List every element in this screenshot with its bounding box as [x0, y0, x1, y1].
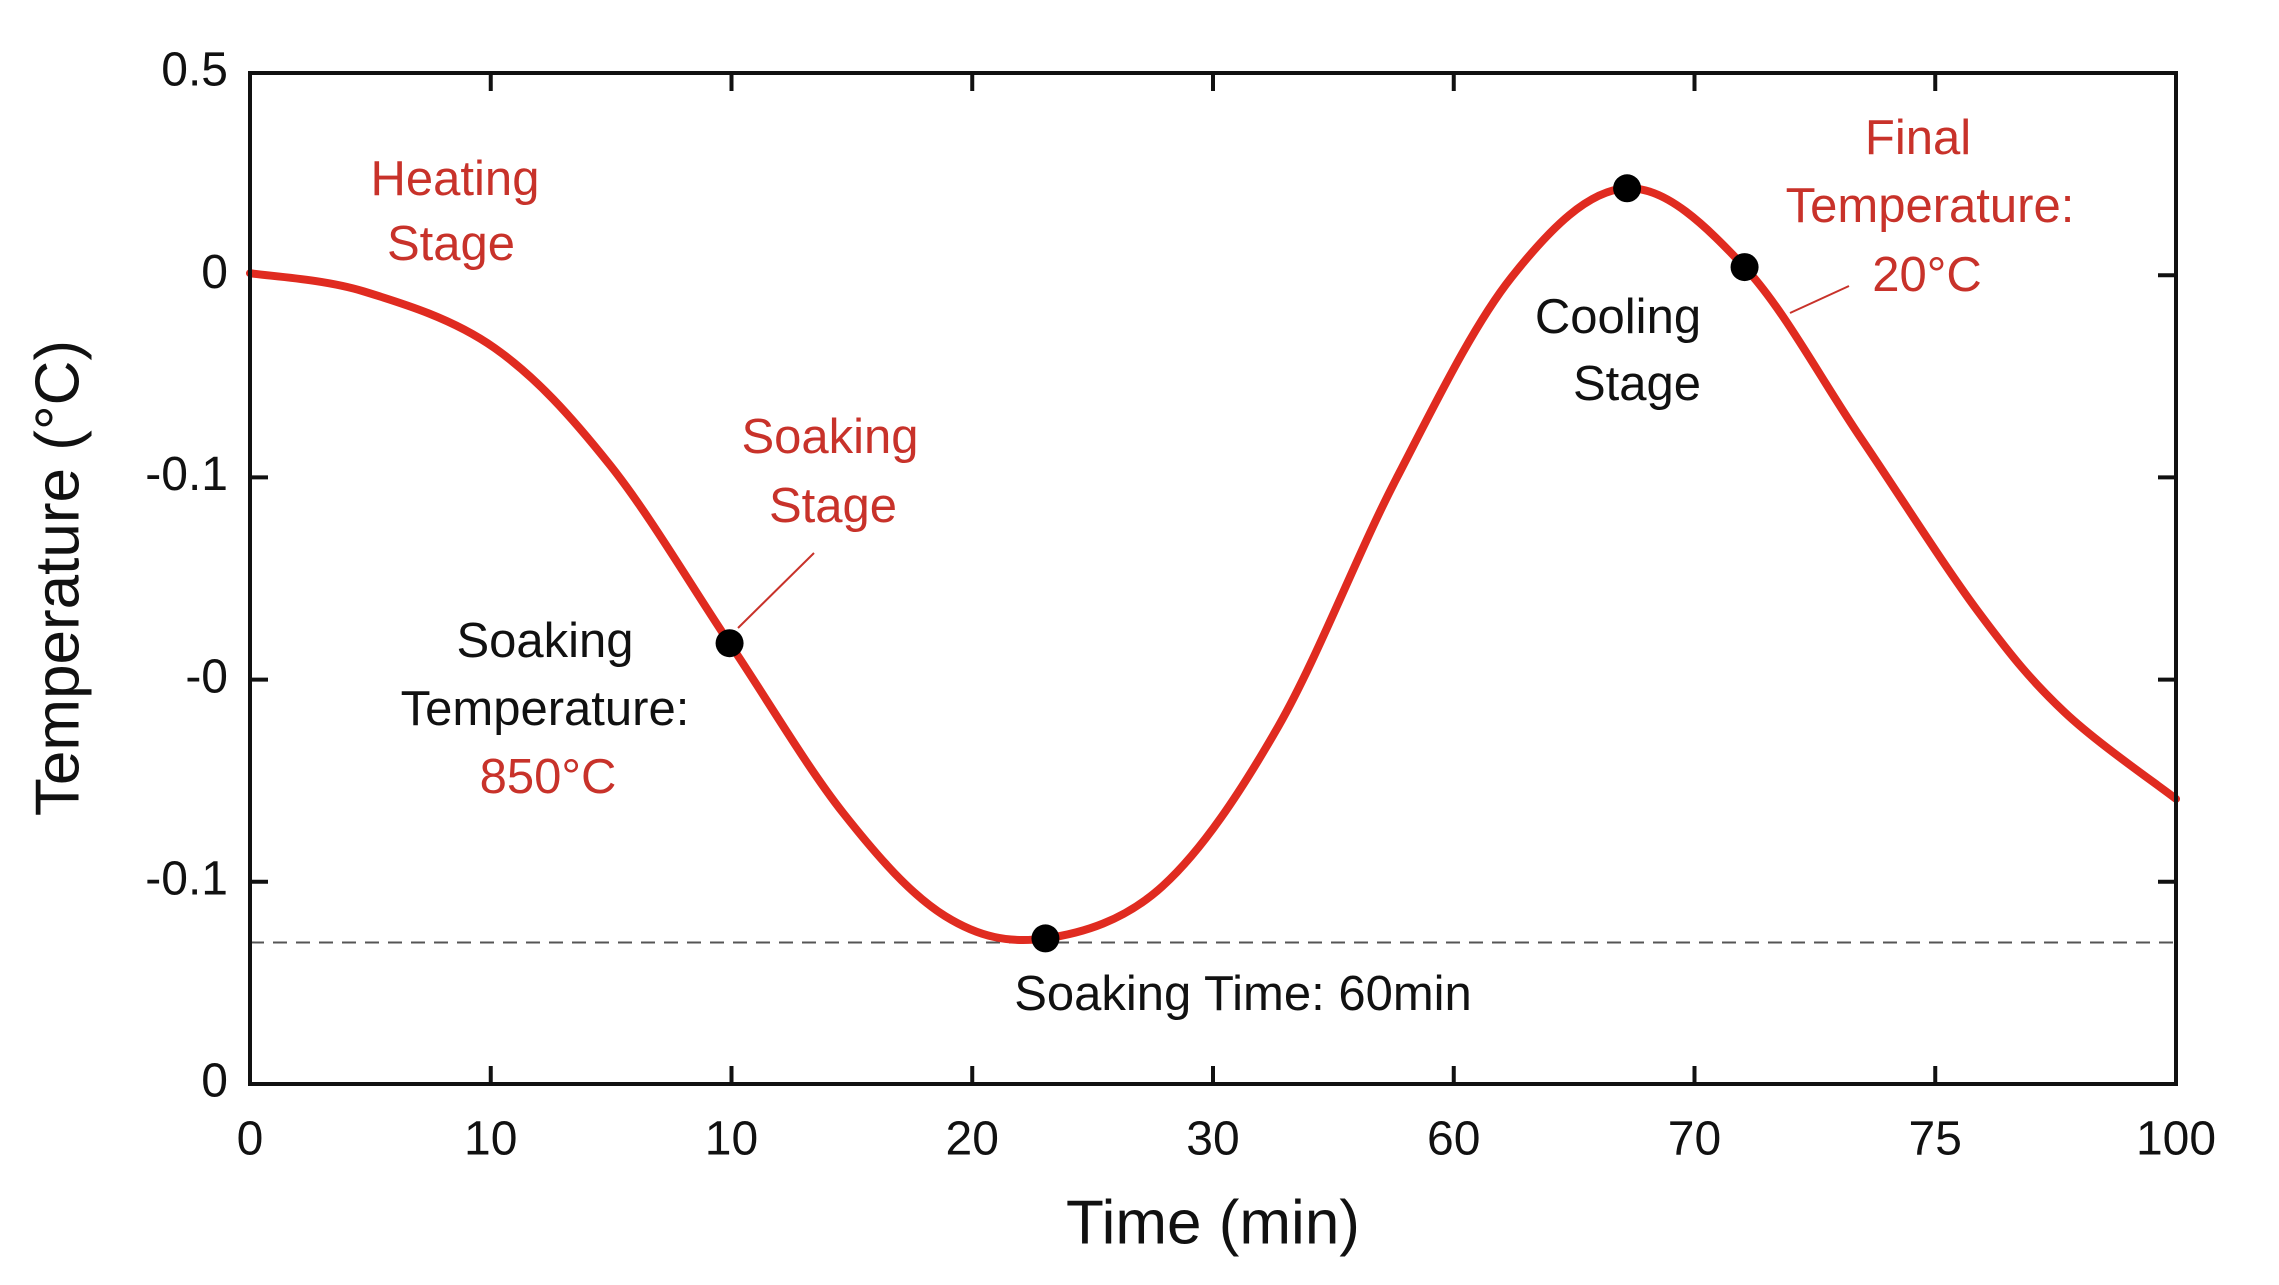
- annotation: Stage: [387, 217, 515, 271]
- annotation: Stage: [769, 479, 897, 533]
- x-tick-label: 20: [946, 1113, 999, 1166]
- x-tick-label: 10: [464, 1113, 517, 1166]
- x-tick-label: 30: [1186, 1113, 1239, 1166]
- y-axis-title: Temperature (°C): [23, 340, 92, 816]
- annotation: Final: [1865, 111, 1971, 165]
- line-series: [246, 184, 2180, 945]
- annotation: Stage: [1573, 357, 1701, 411]
- annotation: Soaking: [456, 614, 633, 668]
- x-tick-label: 10: [705, 1113, 758, 1166]
- key-point: [1730, 253, 1759, 282]
- annotation: Temperature:: [401, 682, 690, 736]
- y-tick-label: 0: [201, 246, 228, 299]
- x-tick-label: 60: [1427, 1113, 1480, 1166]
- x-tick-label: 70: [1668, 1113, 1721, 1166]
- x-axis-title: Time (min): [1066, 1188, 1360, 1257]
- key-point: [1031, 924, 1060, 953]
- y-tick-label: -0.1: [145, 448, 228, 501]
- x-tick-label: 0: [237, 1113, 264, 1166]
- x-tick-label: 75: [1909, 1113, 1962, 1166]
- annotation: Temperature:: [1786, 179, 2075, 233]
- annotation: Heating: [371, 152, 540, 206]
- annotation: Soaking Time: 60min: [1014, 967, 1472, 1021]
- y-tick-label: -0: [185, 650, 228, 703]
- annotation: Soaking: [741, 410, 918, 464]
- x-tick-label: 100: [2136, 1113, 2216, 1166]
- y-tick-label: 0.5: [161, 44, 228, 97]
- y-tick-label: -0.1: [145, 852, 228, 905]
- leader-line: [737, 552, 815, 629]
- annotation: 20°C: [1872, 248, 1981, 302]
- annotation: Cooling: [1535, 290, 1701, 344]
- y-tick-label: 0: [201, 1055, 228, 1108]
- key-point: [1613, 174, 1642, 203]
- plot-frame: [248, 71, 2178, 1086]
- key-point: [715, 629, 744, 658]
- annotation: 850°C: [480, 750, 617, 804]
- leader-line: [1789, 285, 1850, 314]
